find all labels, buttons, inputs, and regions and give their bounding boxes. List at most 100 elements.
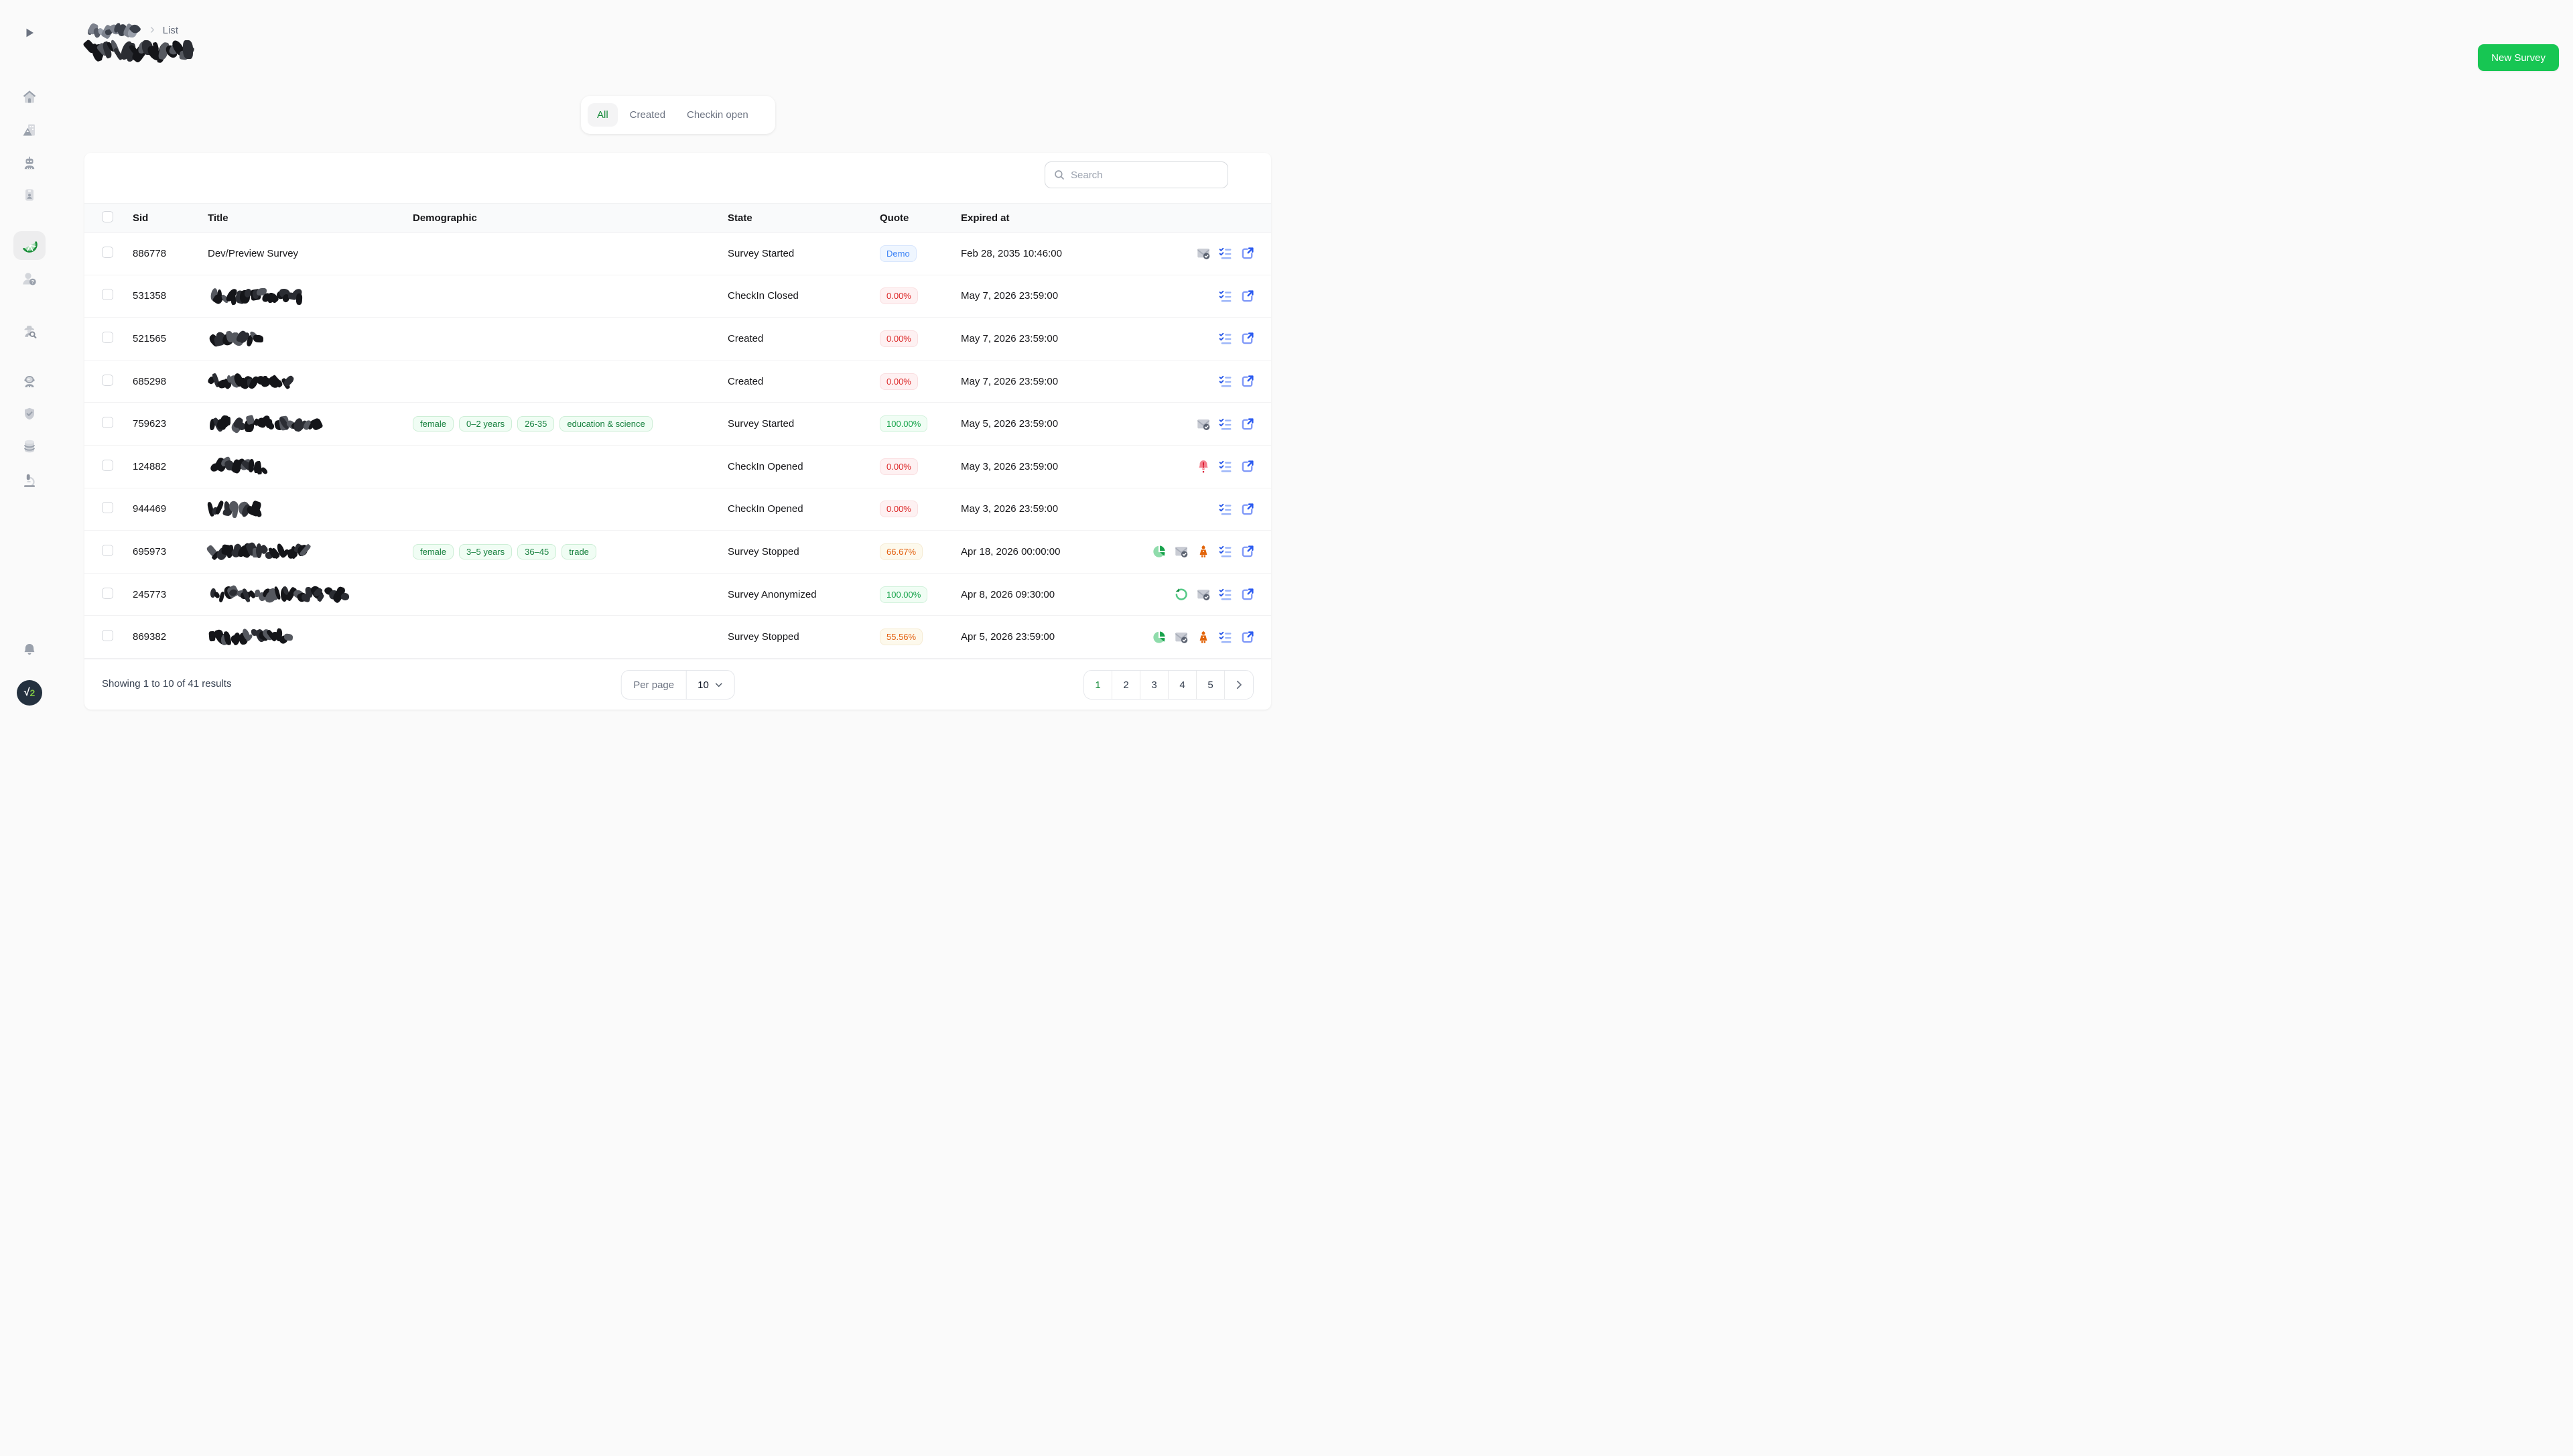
mail-check-icon[interactable]	[1196, 417, 1211, 432]
home-icon[interactable]	[21, 88, 38, 105]
organization-image-icon[interactable]	[21, 122, 38, 138]
title-cell	[208, 584, 413, 605]
mail-check-icon[interactable]	[1196, 246, 1211, 261]
mail-check-icon[interactable]	[1174, 630, 1189, 645]
table-row[interactable]: 531358 CheckIn Closed 0.00% May 7, 2026 23:…	[84, 275, 1271, 318]
row-checkbox[interactable]	[102, 587, 113, 599]
external-link-icon[interactable]	[1240, 289, 1255, 304]
page-button-5[interactable]: 5	[1197, 671, 1225, 699]
row-checkbox[interactable]	[102, 544, 113, 556]
external-link-icon[interactable]	[1240, 459, 1255, 474]
checklist-icon[interactable]	[1218, 289, 1233, 304]
user-question-icon[interactable]: ?	[21, 271, 38, 287]
search-input[interactable]	[1071, 169, 1219, 181]
pie-chart-icon[interactable]	[1152, 630, 1167, 645]
row-actions	[1107, 502, 1271, 517]
row-checkbox[interactable]	[102, 502, 113, 514]
row-checkbox[interactable]	[102, 331, 113, 343]
table-row[interactable]: 124882 CheckIn Opened 0.00% May 3, 2026 23:…	[84, 446, 1271, 488]
row-actions	[1107, 587, 1271, 602]
tab-checkin-open[interactable]: Checkin open	[687, 109, 748, 121]
row-checkbox[interactable]	[102, 459, 113, 471]
table-row[interactable]: 759623 female 0–2 years 26-35 education & sc…	[84, 403, 1271, 446]
table-row[interactable]: 245773 Survey Anonymized 100.00% Apr 8, 202…	[84, 574, 1271, 616]
external-link-icon[interactable]	[1240, 417, 1255, 432]
undo-icon[interactable]	[1174, 587, 1189, 602]
bot-head-icon[interactable]	[21, 373, 38, 389]
pie-chart-icon[interactable]	[1152, 544, 1167, 559]
external-link-icon[interactable]	[1240, 544, 1255, 559]
checklist-icon[interactable]	[1218, 331, 1233, 346]
expired-at-cell: Apr 5, 2026 23:59:00	[961, 631, 1055, 643]
card-toolbar: 0	[84, 153, 1271, 203]
redacted-title	[208, 287, 308, 306]
checklist-icon[interactable]	[1218, 587, 1233, 602]
page-button-2[interactable]: 2	[1112, 671, 1140, 699]
per-page-select[interactable]: 10	[687, 671, 734, 699]
checklist-icon[interactable]	[1218, 630, 1233, 645]
checklist-icon[interactable]	[1218, 502, 1233, 517]
lime-slice-icon[interactable]	[21, 237, 39, 255]
expired-at-cell: May 3, 2026 23:59:00	[961, 460, 1059, 472]
state-cell: Survey Started	[728, 418, 795, 430]
external-link-icon[interactable]	[1240, 331, 1255, 346]
checklist-icon[interactable]	[1218, 374, 1233, 389]
bell-icon[interactable]	[21, 642, 38, 659]
database-icon[interactable]	[21, 438, 38, 454]
quote-badge: 100.00%	[880, 586, 928, 603]
avatar[interactable]: √ 2	[17, 680, 42, 706]
table-row[interactable]: 685298 Created 0.00% May 7, 2026 23:59:00	[84, 360, 1271, 403]
row-actions	[1107, 374, 1271, 389]
checklist-icon[interactable]	[1218, 544, 1233, 559]
avatar-logo-two: 2	[29, 687, 36, 698]
state-cell: CheckIn Opened	[728, 460, 803, 472]
survey-list-card: 0 Sid Title Demographic State Quote Expi…	[84, 153, 1271, 710]
page-button-1[interactable]: 1	[1084, 671, 1112, 699]
expand-arrow-icon[interactable]	[23, 25, 36, 40]
table-row[interactable]: 695973 female 3–5 years 36–45 trade Survey St…	[84, 531, 1271, 574]
page-button-3[interactable]: 3	[1140, 671, 1169, 699]
external-link-icon[interactable]	[1240, 246, 1255, 261]
col-title: Title	[208, 212, 228, 224]
robot-agent-icon[interactable]	[1196, 544, 1211, 559]
table-row[interactable]: 869382 Survey Stopped 55.56% Apr 5, 2026 23…	[84, 616, 1271, 659]
checklist-icon[interactable]	[1218, 246, 1233, 261]
expired-at-cell: May 7, 2026 23:59:00	[961, 375, 1059, 387]
shield-check-icon[interactable]	[21, 406, 38, 422]
id-card-icon[interactable]	[21, 187, 38, 203]
table-row[interactable]: 886778 Dev/Preview Survey Survey Started De…	[84, 233, 1271, 275]
microscope-icon[interactable]	[21, 472, 38, 488]
redacted-title	[206, 500, 265, 519]
row-checkbox[interactable]	[102, 630, 113, 642]
quote-badge: 0.00%	[880, 287, 918, 305]
per-page-label: Per page	[621, 671, 687, 699]
detective-search-icon[interactable]	[21, 323, 38, 339]
checklist-icon[interactable]	[1218, 459, 1233, 474]
state-cell: Survey Anonymized	[728, 588, 817, 600]
external-link-icon[interactable]	[1240, 587, 1255, 602]
col-demographic: Demographic	[413, 212, 477, 224]
mail-check-icon[interactable]	[1196, 587, 1211, 602]
redacted-title	[206, 541, 314, 561]
robot-icon[interactable]	[21, 155, 38, 171]
external-link-icon[interactable]	[1240, 374, 1255, 389]
external-link-icon[interactable]	[1240, 630, 1255, 645]
checklist-icon[interactable]	[1218, 417, 1233, 432]
tab-all[interactable]: All	[588, 103, 618, 127]
row-checkbox[interactable]	[102, 246, 113, 258]
title-cell	[208, 287, 413, 306]
new-survey-button[interactable]: New Survey	[2478, 44, 2559, 71]
tab-created[interactable]: Created	[629, 109, 666, 121]
page-button-4[interactable]: 4	[1169, 671, 1197, 699]
table-row[interactable]: 944469 CheckIn Opened 0.00% May 3, 2026 23:…	[84, 488, 1271, 531]
bell-alert-icon[interactable]	[1196, 459, 1211, 474]
select-all-checkbox[interactable]	[102, 210, 113, 222]
row-checkbox[interactable]	[102, 417, 113, 429]
next-page-button[interactable]	[1225, 671, 1253, 699]
row-checkbox[interactable]	[102, 374, 113, 386]
mail-check-icon[interactable]	[1174, 544, 1189, 559]
external-link-icon[interactable]	[1240, 502, 1255, 517]
robot-agent-icon[interactable]	[1196, 630, 1211, 645]
table-row[interactable]: 521565 Created 0.00% May 7, 2026 23:59:00	[84, 318, 1271, 360]
row-checkbox[interactable]	[102, 289, 113, 301]
